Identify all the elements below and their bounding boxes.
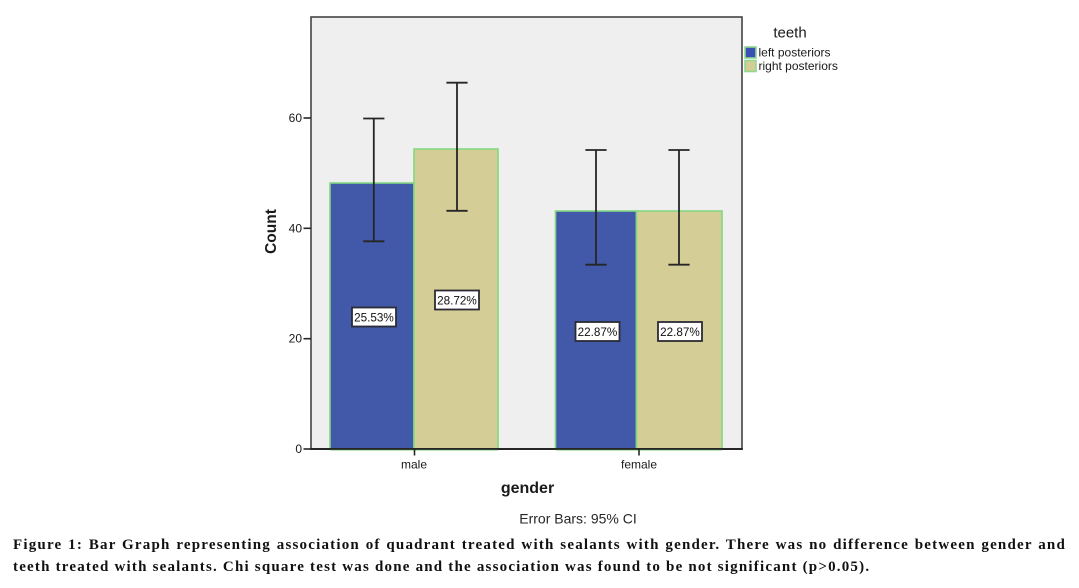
svg-text:22.87%: 22.87% [578, 326, 618, 339]
svg-text:22.87%: 22.87% [660, 326, 700, 339]
svg-text:gender: gender [501, 480, 554, 497]
svg-text:25.53%: 25.53% [354, 312, 394, 325]
svg-text:female: female [621, 458, 657, 472]
svg-text:20: 20 [289, 332, 303, 346]
svg-text:40: 40 [289, 221, 303, 235]
svg-text:28.72%: 28.72% [437, 295, 477, 308]
svg-text:teeth: teeth [773, 25, 806, 42]
svg-text:0: 0 [295, 442, 302, 456]
svg-text:left posteriors: left posteriors [759, 46, 831, 60]
svg-text:Error Bars: 95% CI: Error Bars: 95% CI [519, 511, 636, 527]
svg-text:60: 60 [289, 111, 303, 125]
svg-text:Count: Count [263, 209, 280, 254]
svg-text:right posteriors: right posteriors [759, 59, 838, 73]
svg-text:male: male [401, 458, 427, 472]
